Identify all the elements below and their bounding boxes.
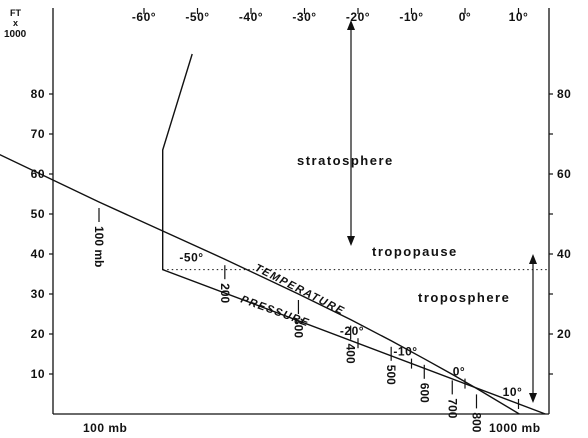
top-tick-label: -40°: [239, 10, 263, 24]
y-axis-label-line1: FT: [10, 8, 21, 18]
left-tick-label: 50: [31, 207, 45, 221]
left-tick-label: 30: [31, 287, 45, 301]
temperature-label: -50°: [179, 251, 203, 265]
pressure-label: 600: [417, 383, 431, 403]
tropopause-label: tropopause: [372, 244, 458, 259]
pressure-label: 300: [291, 318, 305, 338]
pressure-label: 700: [445, 398, 459, 418]
troposphere-arrow-down-head: [529, 393, 537, 403]
pressure-label: 100 mb: [92, 226, 106, 267]
left-tick-label: 10: [31, 367, 45, 381]
pressure-label: 200: [218, 283, 232, 303]
top-tick-label: 0°: [459, 10, 471, 24]
troposphere-arrow-up-head: [529, 254, 537, 264]
left-tick-label: 70: [31, 127, 45, 141]
top-tick-label: -50°: [185, 10, 209, 24]
top-tick-label: -30°: [292, 10, 316, 24]
left-ticks-group: 10 20 30 40 50 60 70 80: [31, 87, 53, 381]
right-ticks-group: 20 40 60 80: [549, 87, 571, 375]
temperature-label: 0°: [453, 365, 465, 379]
temperature-label: -10°: [393, 345, 417, 359]
left-tick-label: 20: [31, 327, 45, 341]
right-tick-label: 40: [557, 247, 571, 261]
left-tick-label: 80: [31, 87, 45, 101]
top-temperature-ticks-group: -60° -50° -40° -30° -20° -10° 0° 10°: [132, 8, 528, 24]
top-tick-label: -60°: [132, 10, 156, 24]
stratosphere-arrow-up-head: [347, 20, 355, 30]
temperature-curve: [162, 53, 546, 415]
top-tick-label: 10°: [509, 10, 529, 24]
pressure-label: 500: [384, 365, 398, 385]
temperature-label: -20°: [340, 324, 364, 338]
bottom-label-1000mb: 1000 mb: [489, 421, 541, 435]
stratosphere-arrow-down-head: [347, 236, 355, 246]
left-tick-label: 40: [31, 247, 45, 261]
troposphere-label: troposphere: [418, 290, 510, 305]
y-axis-label-line3: 1000: [4, 29, 27, 40]
pressure-label: 400: [344, 344, 358, 364]
bottom-label-100mb: 100 mb: [83, 421, 127, 435]
pressure-label: 800: [469, 412, 483, 432]
top-tick-label: -20°: [346, 10, 370, 24]
temperature-labels-group: 10° 0° -10° -20° -50°: [179, 251, 522, 409]
y-axis-label-line2: x: [13, 18, 18, 28]
right-tick-label: 60: [557, 167, 571, 181]
right-tick-label: 20: [557, 327, 571, 341]
stratosphere-label: stratosphere: [297, 153, 394, 168]
temperature-label: 10°: [503, 385, 523, 399]
pressure-curve: [0, 154, 520, 415]
left-tick-label: 60: [31, 167, 45, 181]
top-tick-label: -10°: [399, 10, 423, 24]
right-tick-label: 80: [557, 87, 571, 101]
